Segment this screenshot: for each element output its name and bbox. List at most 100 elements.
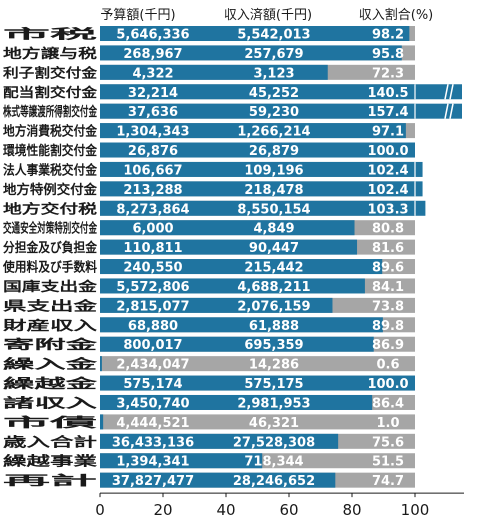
category-label: 市債 [3,415,97,431]
chart-row: 寄附金 800,017 695,359 86.9 [3,336,415,353]
ratio-bar [100,336,374,352]
chart-row: 歳入合計 36,433,136 27,528,308 75.6 [3,433,415,450]
revenue-value: 218,478 [244,183,303,198]
chart-row: 使用料及び手数料 240,550 215,442 89.6 [2,259,415,276]
ratio-value: 86.4 [372,396,404,411]
ratio-value: 74.7 [372,474,404,489]
revenue-value: 90,447 [249,241,299,256]
ratio-value: 89.6 [372,261,404,276]
budget-value: 268,967 [123,47,182,62]
ratio-bar [100,103,462,119]
budget-value: 2,434,047 [116,358,189,373]
remainder-bar [100,414,415,430]
ratio-value: 95.8 [372,47,404,62]
chart-row: 地方消費税交付金 1,304,343 1,266,214 97.1 [3,123,415,140]
ratio-value: 84.1 [372,280,404,295]
header-revenue: 収入済額(千円) [224,7,312,23]
revenue-value: 575,175 [244,377,303,392]
chart-row: 財産収入 68,880 61,888 89.8 [1,317,415,334]
ratio-bar [100,472,336,488]
chart-rows: 市税 5,646,336 5,542,013 98.2 地方譲与税 268,967 257,… [1,26,462,489]
ratio-value: 98.2 [372,28,404,43]
ratio-bar [100,394,373,410]
revenue-value: 4,688,211 [237,280,310,295]
break-mark [444,84,449,100]
ratio-value: 81.6 [372,241,404,256]
budget-value: 110,811 [123,241,182,256]
budget-value: 37,636 [128,105,178,120]
x-tick-label: 0 [95,501,105,519]
revenue-value: 45,252 [249,86,299,101]
x-axis: 0 20 40 60 80 100 [95,492,464,519]
chart-row: 利子割交付金 4,322 3,123 72.3 [3,64,415,81]
budget-value: 8,273,864 [116,202,189,217]
category-label: 歳入合計 [3,434,97,450]
chart-row: 地方特例交付金 213,288 218,478 102.4 [3,181,423,198]
ratio-bar [100,200,426,216]
revenue-value: 3,123 [253,66,294,81]
ratio-value: 1.0 [376,416,399,431]
ratio-bar [100,84,462,100]
x-tick-label: 80 [342,501,361,519]
break-mark [449,103,454,119]
ratio-value: 80.8 [372,222,404,237]
chart-row: 交通安全対策特別交付金 6,000 4,849 80.8 [3,220,415,237]
chart-row: 分担金及び負担金 110,811 90,447 81.6 [3,239,415,256]
budget-value: 800,017 [123,338,182,353]
category-label: 繰入金 [3,357,99,373]
budget-value: 1,394,341 [116,455,189,470]
revenue-value: 1,266,214 [237,125,310,140]
revenue-value: 28,246,652 [233,474,315,489]
chart-row: 配当割交付金 32,214 45,252 140.5 [3,84,462,101]
x-tick-label: 40 [216,501,235,519]
category-label: 寄附金 [3,337,99,353]
ratio-bar [100,356,102,372]
ratio-bar [100,123,406,139]
budget-value: 4,444,521 [116,416,189,431]
ratio-bar [100,375,415,391]
revenue-value: 61,888 [249,319,299,334]
category-label: 地方交付税 [3,201,97,217]
x-tick-label: 20 [153,501,172,519]
chart-row: 環境性能割交付金 26,876 26,879 100.0 [3,142,415,159]
category-label: 環境性能割交付金 [3,143,98,159]
ratio-value: 157.4 [367,105,408,120]
break-mark [444,103,449,119]
category-label: 繰越金 [3,376,99,392]
ratio-value: 72.3 [372,66,404,81]
chart-row: 繰越金 575,174 575,175 100.0 [3,375,415,392]
ratio-bar [100,26,410,41]
revenue-value: 2,981,953 [237,396,310,411]
budget-value: 240,550 [123,261,182,276]
ratio-bar [100,453,263,469]
category-label: 分担金及び負担金 [3,240,98,256]
budget-value: 106,667 [123,163,182,178]
chart-row: 法人事業税交付金 106,667 109,196 102.4 [3,161,423,178]
ratio-bar [100,259,383,275]
ratio-value: 103.3 [367,202,408,217]
revenue-value: 215,442 [244,261,303,276]
revenue-value: 27,528,308 [233,435,315,450]
ratio-bar [100,220,355,236]
ratio-value: 102.4 [367,183,408,198]
revenue-value: 14,286 [249,358,299,373]
ratio-bar [100,414,104,430]
budget-value: 6,000 [132,222,173,237]
chart-row: 再計 37,827,477 28,246,652 74.7 [3,472,415,489]
budget-value: 36,433,136 [112,435,194,450]
ratio-value: 102.4 [367,163,408,178]
revenue-value: 718,344 [244,455,303,470]
header-budget: 予算額(千円) [100,8,175,23]
revenue-value: 109,196 [244,163,303,178]
budget-value: 5,572,806 [116,280,189,295]
category-label: 地方特例交付金 [3,182,98,198]
revenue-value: 8,550,154 [237,202,310,217]
chart-row: 地方譲与税 268,967 257,679 95.8 [3,45,415,62]
ratio-bar [100,433,339,449]
revenue-value: 46,321 [249,416,299,431]
category-label: 県支出金 [3,298,99,314]
ratio-bar [100,64,328,80]
category-label: 財産収入 [1,318,97,334]
chart-row: 県支出金 2,815,077 2,076,159 73.8 [3,297,415,314]
